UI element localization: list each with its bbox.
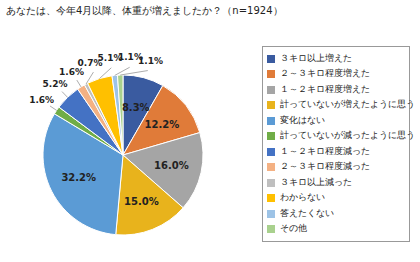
- html-text:２～３キロ程度増えた: ２～３キロ程度増えた: [280, 68, 370, 79]
- html-text:答えたくない: 答えたくない: [280, 207, 334, 218]
- svg-text:15.0%: 15.0%: [124, 196, 159, 207]
- svg-text:12.2%: 12.2%: [145, 119, 180, 130]
- svg-text:5.1%: 5.1%: [97, 52, 123, 63]
- svg-text:0.7%: 0.7%: [77, 57, 103, 68]
- html-text:３キロ以上増えた: ３キロ以上増えた: [280, 52, 352, 63]
- svg-text:32.2%: 32.2%: [61, 172, 96, 183]
- html-text:変化はない: 変化はない: [280, 114, 325, 125]
- html-text:あなたは、今年4月以降、体重が増えましたか？（n=1924）: あなたは、今年4月以降、体重が増えましたか？（n=1924）: [6, 5, 283, 16]
- svg-text:1.1%: 1.1%: [118, 52, 143, 63]
- svg-text:8.3%: 8.3%: [122, 102, 150, 113]
- svg-text:5.2%: 5.2%: [43, 79, 68, 89]
- html-text:１～２キロ程度増えた: １～２キロ程度増えた: [280, 83, 370, 94]
- svg-text:16.0%: 16.0%: [154, 160, 189, 171]
- html-text:計っていないが減ったように思う: 計っていないが減ったように思う: [280, 130, 415, 141]
- html-text:２～３キロ程度減った: ２～３キロ程度減った: [280, 161, 370, 172]
- html-text:計っていないが増えたように思う: 計っていないが増えたように思う: [280, 99, 415, 110]
- html-text:その他: その他: [280, 223, 307, 234]
- html-text:わからない: わからない: [280, 192, 325, 203]
- html-text:３キロ以上減った: ３キロ以上減った: [280, 176, 352, 187]
- svg-text:1.6%: 1.6%: [59, 67, 84, 77]
- svg-text:1.6%: 1.6%: [29, 95, 54, 105]
- html-text:１～２キロ程度減った: １～２キロ程度減った: [280, 145, 370, 156]
- svg-text:1.1%: 1.1%: [138, 56, 163, 66]
